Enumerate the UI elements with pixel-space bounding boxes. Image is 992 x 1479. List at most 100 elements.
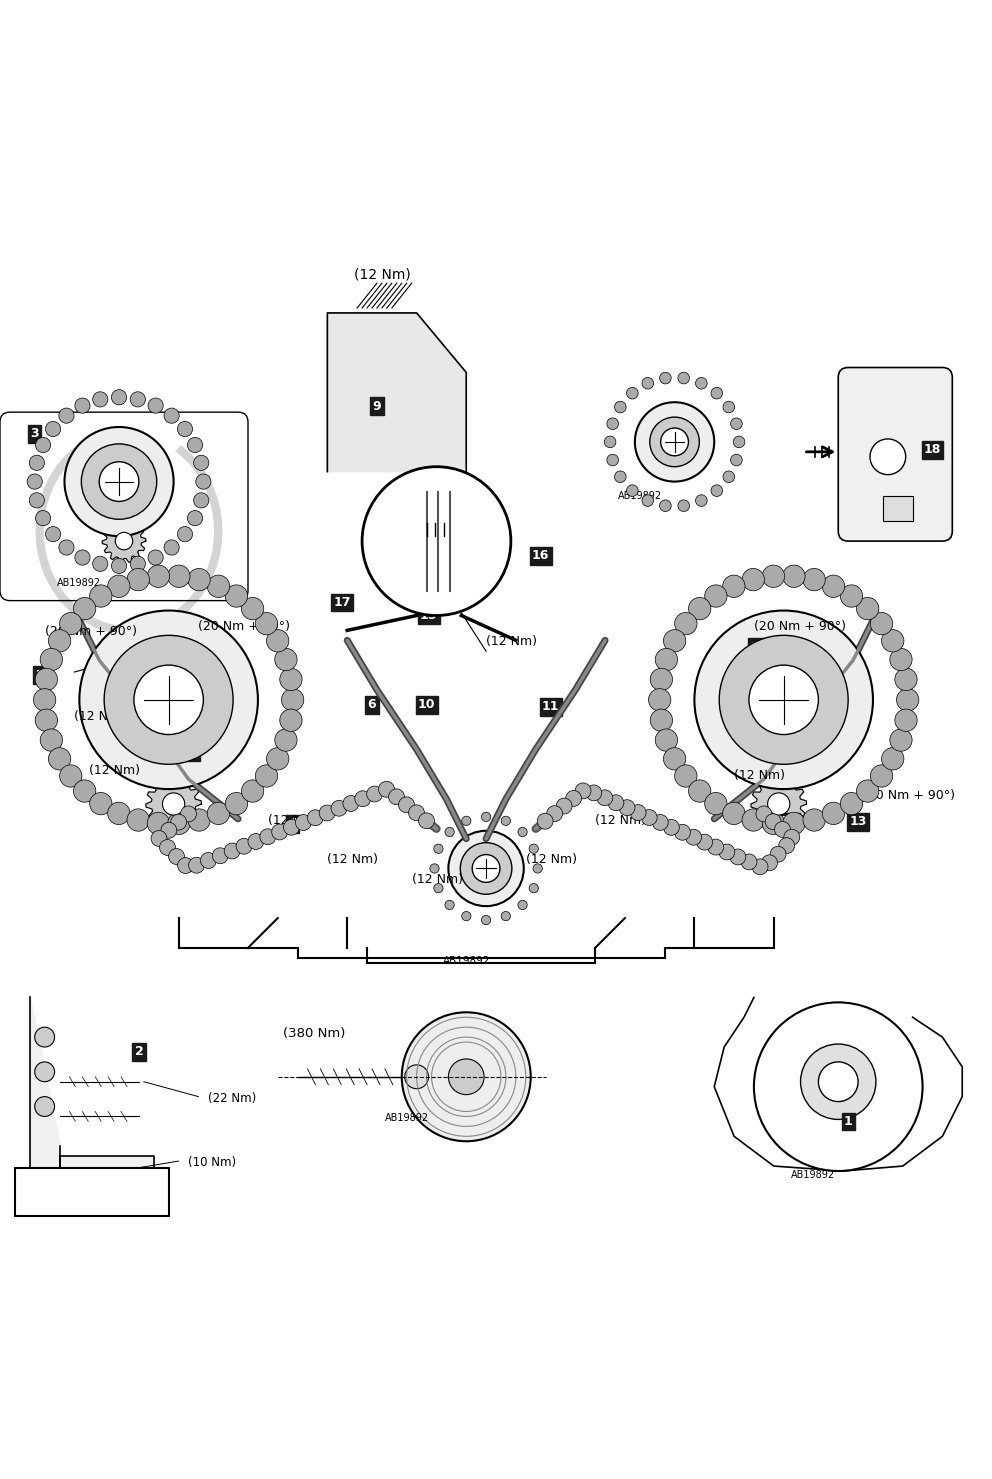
Text: (20 Nm + 90°): (20 Nm + 90°) [754, 620, 846, 633]
Circle shape [664, 630, 685, 652]
Circle shape [255, 612, 278, 634]
Circle shape [160, 840, 176, 855]
Circle shape [649, 689, 671, 711]
Circle shape [379, 781, 395, 797]
Circle shape [775, 821, 791, 837]
Circle shape [656, 729, 678, 751]
Circle shape [695, 495, 707, 506]
Circle shape [731, 454, 742, 466]
Text: 10: 10 [418, 698, 435, 711]
Circle shape [856, 598, 879, 620]
Circle shape [653, 815, 669, 830]
Circle shape [731, 419, 742, 429]
Circle shape [188, 858, 204, 873]
Circle shape [187, 568, 210, 590]
Circle shape [212, 847, 228, 864]
Circle shape [49, 748, 70, 771]
Circle shape [284, 819, 300, 836]
Circle shape [224, 843, 240, 859]
Circle shape [74, 398, 90, 413]
Text: 3: 3 [31, 427, 39, 441]
Circle shape [241, 779, 264, 802]
Circle shape [518, 827, 527, 837]
Circle shape [73, 779, 96, 802]
Circle shape [742, 809, 765, 831]
Circle shape [694, 611, 873, 790]
Circle shape [36, 438, 51, 453]
Circle shape [36, 510, 51, 525]
Circle shape [642, 377, 654, 389]
Circle shape [675, 824, 690, 840]
Circle shape [115, 532, 133, 550]
Bar [883, 497, 913, 521]
Polygon shape [146, 776, 201, 831]
Circle shape [187, 809, 210, 831]
Circle shape [870, 612, 893, 634]
Circle shape [897, 689, 919, 711]
Text: 14: 14 [750, 640, 768, 654]
Circle shape [756, 806, 772, 822]
Circle shape [529, 845, 539, 853]
Circle shape [130, 556, 146, 571]
Circle shape [35, 1062, 55, 1081]
Circle shape [130, 392, 146, 407]
Circle shape [241, 598, 264, 620]
Circle shape [882, 748, 904, 771]
Circle shape [41, 648, 62, 670]
Circle shape [134, 666, 203, 735]
Circle shape [619, 800, 635, 815]
Circle shape [783, 565, 806, 587]
Circle shape [275, 648, 297, 670]
Circle shape [822, 802, 844, 824]
Circle shape [742, 568, 765, 590]
Circle shape [604, 436, 616, 448]
Circle shape [296, 815, 311, 830]
Circle shape [685, 830, 701, 845]
Circle shape [664, 819, 680, 836]
Circle shape [430, 864, 439, 873]
Text: 18: 18 [924, 444, 941, 457]
Circle shape [547, 806, 562, 821]
Circle shape [81, 444, 157, 519]
Circle shape [161, 822, 177, 839]
Circle shape [803, 568, 825, 590]
Circle shape [148, 550, 164, 565]
Circle shape [461, 911, 471, 921]
Circle shape [664, 748, 685, 771]
Text: AB19892: AB19892 [792, 1170, 835, 1180]
Circle shape [660, 373, 672, 385]
Text: (20 Nm + 90°): (20 Nm + 90°) [198, 620, 291, 633]
Circle shape [461, 816, 471, 825]
Circle shape [193, 456, 209, 470]
Circle shape [448, 831, 524, 907]
Circle shape [434, 883, 443, 893]
Text: (10 Nm): (10 Nm) [188, 1157, 237, 1168]
Circle shape [147, 565, 170, 587]
Circle shape [195, 473, 211, 490]
Circle shape [754, 1003, 923, 1171]
Circle shape [41, 729, 62, 751]
Circle shape [688, 779, 711, 802]
Circle shape [642, 495, 654, 506]
Circle shape [267, 630, 289, 652]
Circle shape [448, 1059, 484, 1094]
Circle shape [331, 800, 347, 816]
Text: 5: 5 [189, 745, 197, 759]
Circle shape [704, 793, 727, 815]
Text: AB19892: AB19892 [442, 955, 490, 966]
Circle shape [275, 729, 297, 751]
Circle shape [260, 828, 276, 845]
Circle shape [704, 584, 727, 608]
Circle shape [187, 510, 202, 525]
Polygon shape [30, 997, 154, 1186]
Circle shape [641, 809, 657, 825]
Circle shape [308, 810, 323, 825]
Circle shape [501, 816, 511, 825]
Circle shape [711, 387, 722, 399]
Circle shape [225, 584, 248, 608]
Circle shape [419, 813, 434, 828]
Circle shape [895, 669, 918, 691]
Text: (20 Nm + 90°): (20 Nm + 90°) [863, 788, 955, 802]
Text: (380 Nm): (380 Nm) [283, 1026, 345, 1040]
Circle shape [405, 1065, 429, 1089]
